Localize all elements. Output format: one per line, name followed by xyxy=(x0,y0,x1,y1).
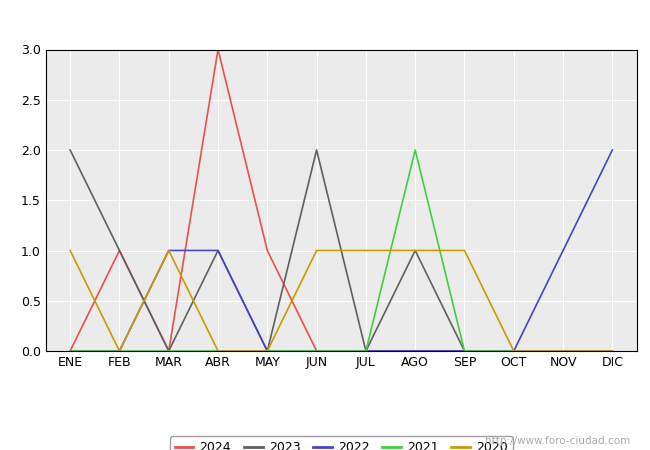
2020 xyxy=(411,248,419,253)
2020 xyxy=(461,248,469,253)
2020 xyxy=(214,348,222,354)
2020 xyxy=(263,348,271,354)
2020 xyxy=(362,248,370,253)
2023 xyxy=(559,348,567,354)
Line: 2020: 2020 xyxy=(70,251,612,351)
2024 xyxy=(165,348,173,354)
2021 xyxy=(559,348,567,354)
Line: 2023: 2023 xyxy=(70,150,612,351)
2022 xyxy=(263,348,271,354)
2022 xyxy=(116,348,124,354)
2023 xyxy=(362,348,370,354)
2022 xyxy=(165,248,173,253)
2020 xyxy=(608,348,616,354)
2021 xyxy=(608,348,616,354)
2024 xyxy=(411,348,419,354)
2023 xyxy=(461,348,469,354)
2024 xyxy=(263,248,271,253)
2023 xyxy=(608,348,616,354)
2021 xyxy=(313,348,320,354)
2023 xyxy=(116,248,124,253)
Line: 2021: 2021 xyxy=(70,150,612,351)
2021 xyxy=(411,147,419,153)
Text: Matriculaciones de Vehiculos en Medrano: Matriculaciones de Vehiculos en Medrano xyxy=(153,11,497,29)
Text: http://www.foro-ciudad.com: http://www.foro-ciudad.com xyxy=(486,436,630,446)
2023 xyxy=(165,348,173,354)
2024 xyxy=(66,348,74,354)
2020 xyxy=(559,348,567,354)
2024 xyxy=(608,348,616,354)
2024 xyxy=(510,348,517,354)
2022 xyxy=(66,348,74,354)
2023 xyxy=(510,348,517,354)
2023 xyxy=(214,248,222,253)
2021 xyxy=(214,348,222,354)
2023 xyxy=(263,348,271,354)
2024 xyxy=(362,348,370,354)
Line: 2022: 2022 xyxy=(70,150,612,351)
2022 xyxy=(362,348,370,354)
2020 xyxy=(313,248,320,253)
2021 xyxy=(116,348,124,354)
Legend: 2024, 2023, 2022, 2021, 2020: 2024, 2023, 2022, 2021, 2020 xyxy=(170,436,513,450)
2024 xyxy=(214,47,222,52)
2021 xyxy=(66,348,74,354)
2020 xyxy=(116,348,124,354)
2022 xyxy=(559,248,567,253)
2022 xyxy=(313,348,320,354)
2022 xyxy=(461,348,469,354)
2020 xyxy=(165,248,173,253)
2020 xyxy=(510,348,517,354)
2022 xyxy=(510,348,517,354)
2021 xyxy=(362,348,370,354)
2021 xyxy=(165,348,173,354)
2022 xyxy=(411,348,419,354)
2024 xyxy=(313,348,320,354)
2023 xyxy=(411,248,419,253)
2021 xyxy=(263,348,271,354)
2020 xyxy=(66,248,74,253)
2024 xyxy=(559,348,567,354)
2021 xyxy=(510,348,517,354)
2023 xyxy=(66,147,74,153)
2023 xyxy=(313,147,320,153)
2022 xyxy=(214,248,222,253)
2022 xyxy=(608,147,616,153)
2024 xyxy=(461,348,469,354)
2024 xyxy=(116,248,124,253)
2021 xyxy=(461,348,469,354)
Line: 2024: 2024 xyxy=(70,50,612,351)
